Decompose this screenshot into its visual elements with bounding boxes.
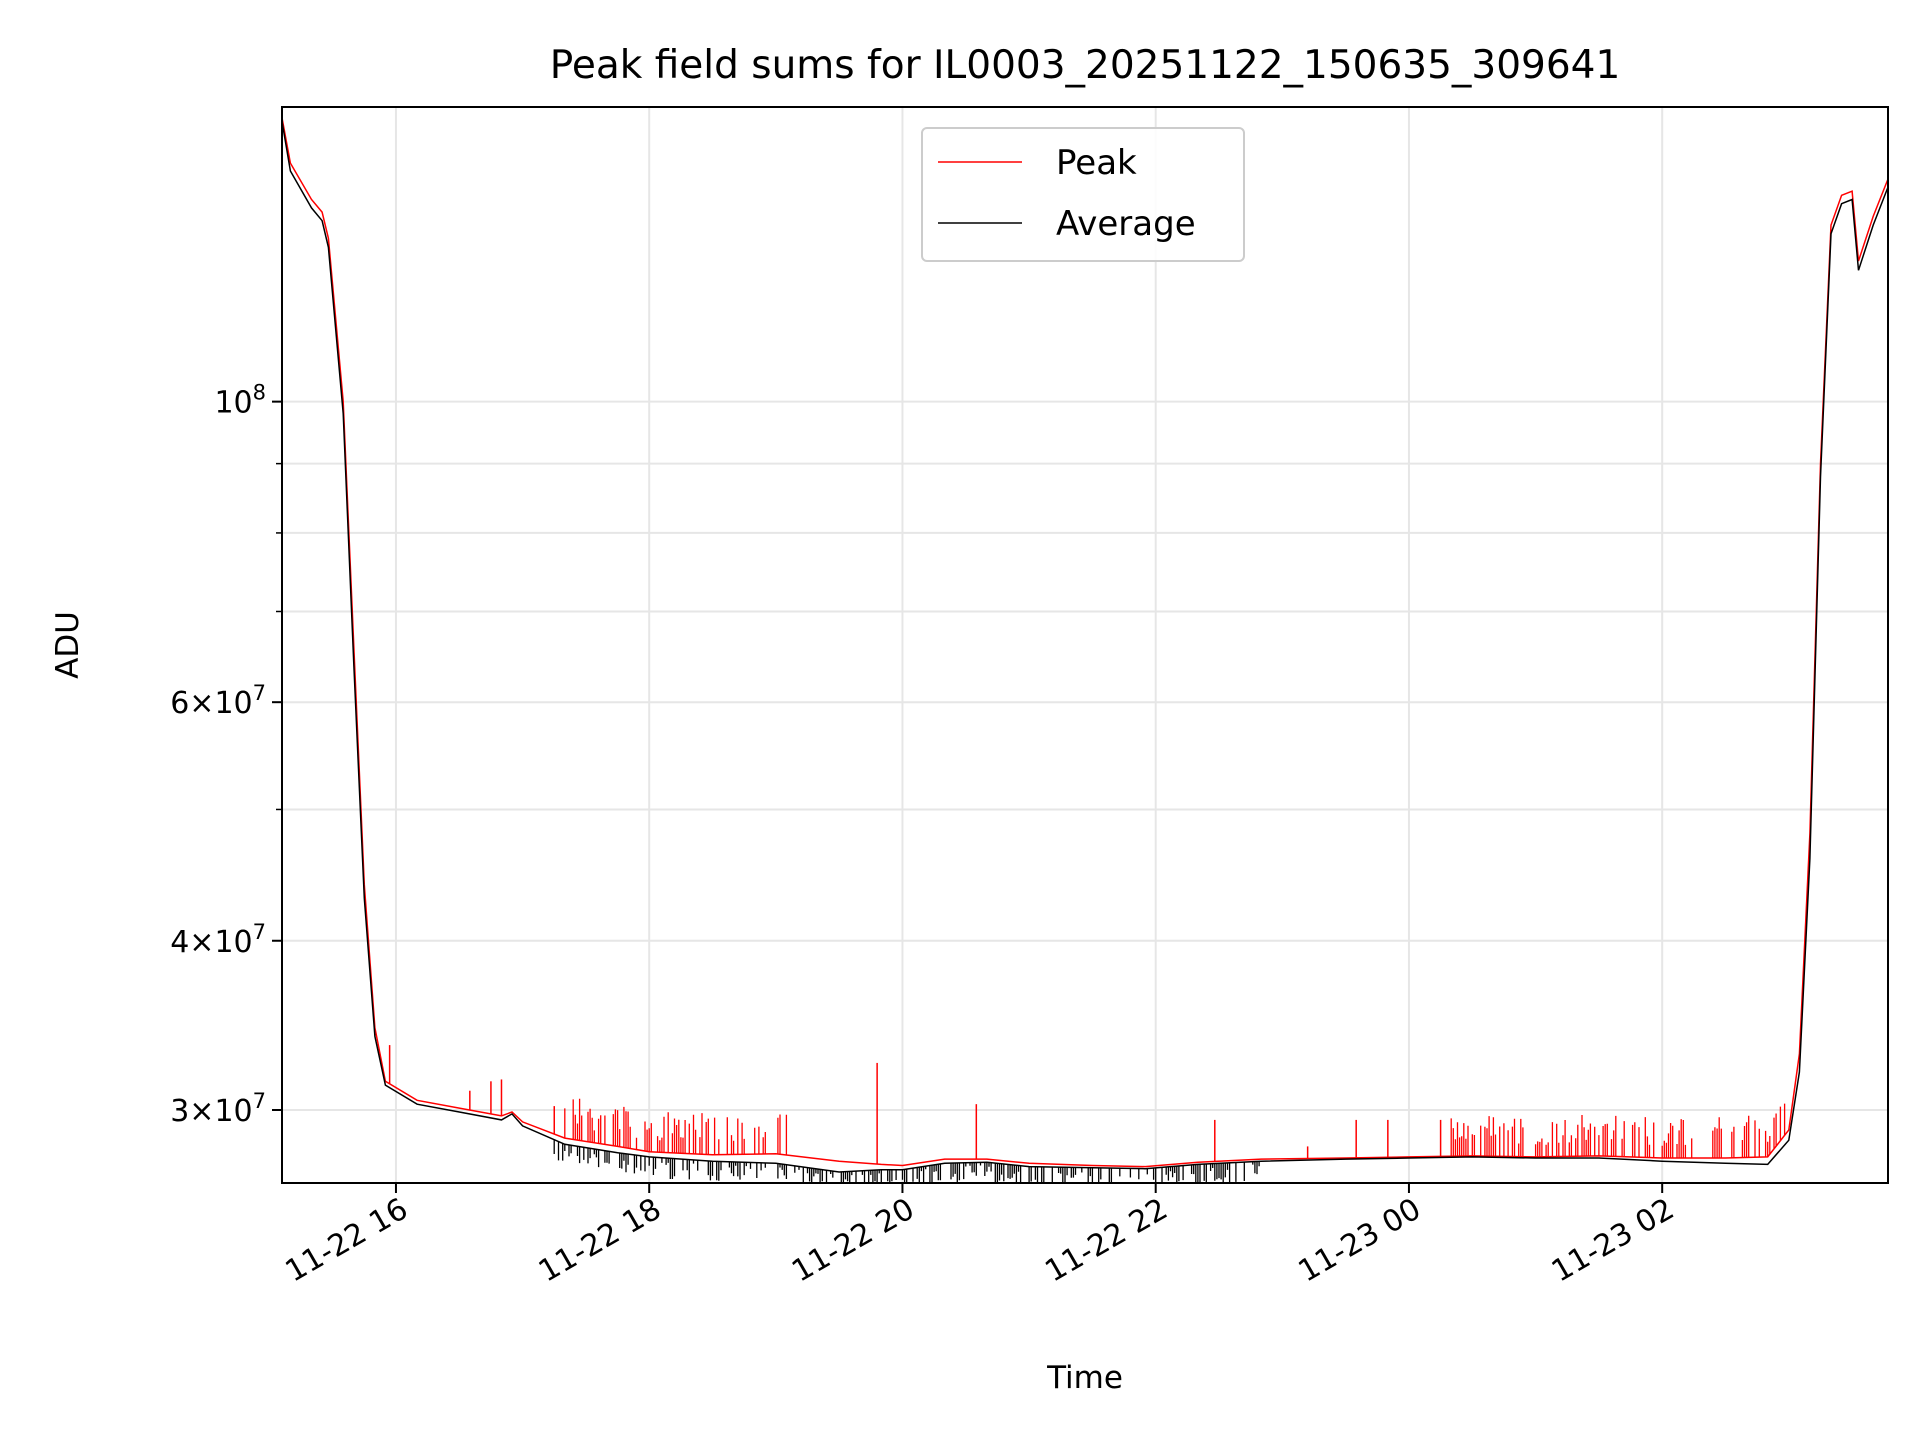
legend-label-average: Average [1056,204,1196,244]
average-series-line [281,121,1889,1173]
plot-frame [281,106,1889,1184]
series-lines [281,117,1889,1173]
grid [282,107,1888,1183]
y-axis-label: ADU [50,611,86,679]
y-tick-label: 6×107 [170,681,266,721]
noise-band [553,1098,1786,1183]
average-noise-band [553,1139,1260,1183]
y-axis: 3×107 4×107 6×107 108 [170,381,282,1129]
legend: Peak Average [921,127,1245,262]
chart-title: Peak field sums for IL0003_20251122_1506… [550,43,1621,88]
legend-label-peak: Peak [1056,143,1137,183]
x-axis-label: Time [1046,1360,1123,1396]
y-tick-label: 4×107 [170,920,266,960]
y-tick-label: 108 [214,381,266,421]
peak-noise-band [564,1098,1786,1158]
y-tick-label: 3×107 [170,1089,266,1129]
